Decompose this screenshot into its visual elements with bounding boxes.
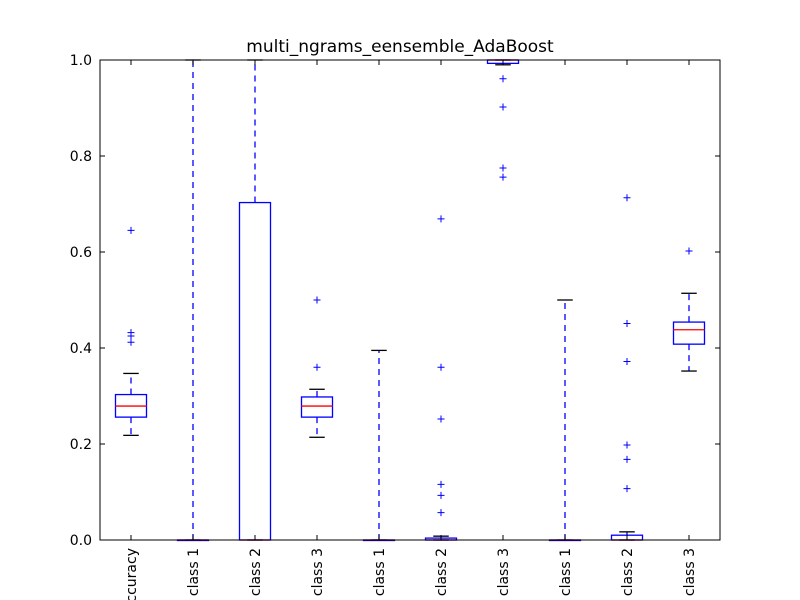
y-tick-label: 0.0: [70, 533, 92, 549]
x-tick-label: class 2: [620, 548, 636, 596]
x-tick-label: class 1: [186, 548, 202, 596]
outlier-point: [437, 363, 445, 371]
plot-area: [114, 59, 706, 542]
outlier-point: [499, 75, 507, 83]
outlier-point: [623, 441, 631, 449]
y-tick-label: 0.4: [70, 341, 92, 357]
y-tick-label: 1.0: [70, 53, 92, 69]
box-group: [548, 299, 582, 542]
box-group: [300, 296, 334, 438]
y-tick-label: 0.6: [70, 245, 92, 261]
x-tick-label: accuracy: [124, 548, 140, 600]
outlier-point: [437, 480, 445, 488]
x-tick-label: class 3: [496, 548, 512, 596]
box-iqr: [238, 201, 272, 541]
outlier-point: [437, 215, 445, 223]
outlier-point: [127, 226, 135, 234]
box-group: [114, 226, 148, 437]
x-tick-label: class 3: [682, 548, 698, 596]
outlier-point: [437, 491, 445, 499]
outlier-point: [313, 296, 321, 304]
box-iqr: [300, 396, 334, 418]
axes-frame: [99, 59, 721, 541]
outlier-point: [499, 103, 507, 111]
outlier-point: [127, 338, 135, 346]
outlier-point: [685, 247, 693, 255]
x-tick-label: class 1: [558, 548, 574, 596]
outlier-point: [623, 357, 631, 365]
outlier-point: [623, 455, 631, 463]
box-group: [362, 349, 396, 542]
box-group: [176, 59, 210, 542]
box-group: [672, 247, 706, 372]
box-group: [238, 59, 272, 541]
x-tick-label: class 3: [310, 548, 326, 596]
x-axis: accuracy class 1 class 2 class 3 class 1 clas…: [124, 60, 698, 600]
y-axis: 0.0 0.2 0.4 0.6 0.8 1.0: [70, 53, 720, 549]
outlier-point: [499, 164, 507, 172]
outlier-point: [313, 363, 321, 371]
x-tick-label: class 2: [434, 548, 450, 596]
box-group: [424, 215, 458, 541]
chart-title: multi_ngrams_eensemble_AdaBoost: [246, 37, 554, 57]
outlier-point: [623, 485, 631, 493]
box-iqr: [672, 321, 706, 345]
x-tick-label: class 1: [372, 548, 388, 596]
outlier-point: [437, 415, 445, 423]
box-group: [610, 194, 644, 541]
outlier-point: [127, 329, 135, 337]
outlier-point: [623, 320, 631, 328]
y-tick-label: 0.8: [70, 149, 92, 165]
outlier-point: [623, 194, 631, 202]
y-tick-label: 0.2: [70, 437, 92, 453]
box-group: [486, 59, 520, 181]
x-tick-label: class 2: [248, 548, 264, 596]
outlier-point: [499, 173, 507, 181]
outlier-point: [437, 509, 445, 517]
